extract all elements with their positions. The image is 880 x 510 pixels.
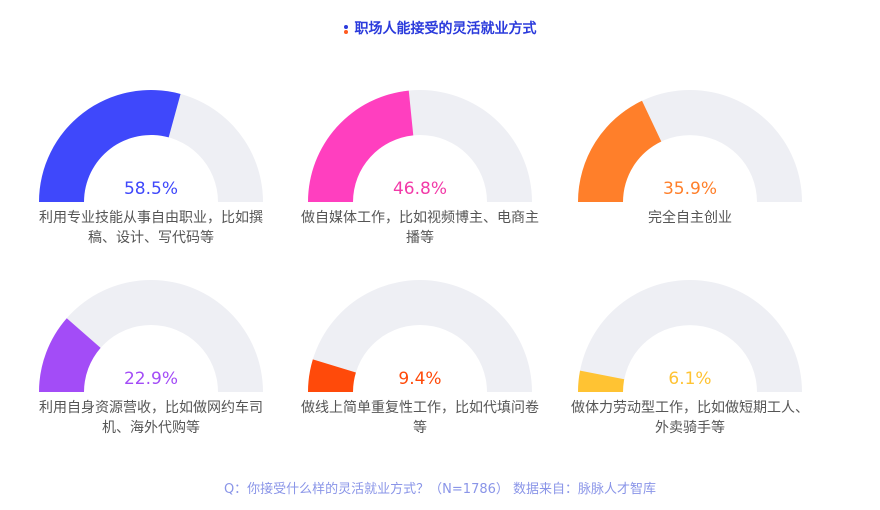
gauge-4: 22.9% [39,280,263,392]
chart-title: 职场人能接受的灵活就业方式 [0,18,880,38]
gauge-fill [39,89,181,202]
gauge-category-label: 利用专业技能从事自由职业，比如撰稿、设计、写代码等 [39,210,263,246]
gauge-category-label: 做自媒体工作，比如视频博主、电商主播等 [301,210,539,246]
gauge-category-label: 做线上简单重复性工作，比如代填问卷等 [301,400,539,436]
gauge-category-label: 做体力劳动型工作，比如做短期工人、外卖骑手等 [571,400,809,436]
gauge-fill [578,100,662,202]
chart-title-text: 职场人能接受的灵活就业方式 [354,21,537,37]
gauge-fill [308,359,356,392]
gauge-track [578,280,802,392]
gauge-value-label: 35.9% [663,179,717,199]
gauge-value-label: 46.8% [393,179,447,199]
gauge-3: 35.9% [578,90,802,202]
gauge-fill [308,90,414,202]
gauge-value-label: 22.9% [124,369,178,389]
gauge-5: 9.4% [308,280,532,392]
gauge-1: 58.5% [39,89,263,202]
gauge-value-label: 6.1% [668,369,711,389]
gauge-category-label: 利用自身资源营收，比如做网约车司机、海外代购等 [39,400,263,436]
gauge-category-label: 完全自主创业 [648,210,732,226]
gauge-track [308,280,532,392]
gauge-track [39,280,263,392]
gauge-fill [39,318,101,392]
footnote: Q：你接受什么样的灵活就业方式？（N=1786） 数据来自：脉脉人才智库 [223,482,657,497]
gauge-2: 46.8% [308,90,532,202]
gauge-fill [578,370,625,392]
gauge-value-label: 58.5% [124,179,178,199]
gauge-value-label: 9.4% [398,369,441,389]
title-bullet-icon [343,24,349,35]
gauge-6: 6.1% [578,280,802,392]
